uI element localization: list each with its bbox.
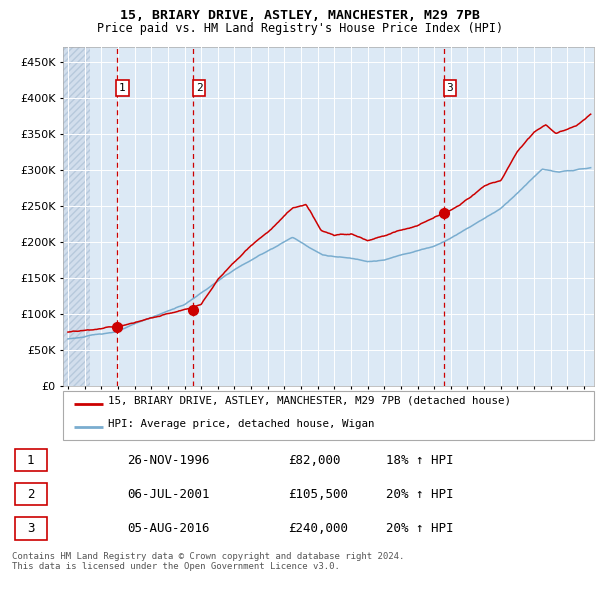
Text: £82,000: £82,000	[289, 454, 341, 467]
Text: 20% ↑ HPI: 20% ↑ HPI	[386, 522, 454, 535]
Text: 2: 2	[27, 487, 34, 501]
Text: 15, BRIARY DRIVE, ASTLEY, MANCHESTER, M29 7PB (detached house): 15, BRIARY DRIVE, ASTLEY, MANCHESTER, M2…	[108, 396, 511, 406]
FancyBboxPatch shape	[15, 483, 47, 506]
Text: HPI: Average price, detached house, Wigan: HPI: Average price, detached house, Wiga…	[108, 419, 374, 429]
FancyBboxPatch shape	[15, 517, 47, 539]
FancyBboxPatch shape	[15, 448, 47, 471]
Text: 20% ↑ HPI: 20% ↑ HPI	[386, 487, 454, 501]
Text: 18% ↑ HPI: 18% ↑ HPI	[386, 454, 454, 467]
Text: 05-AUG-2016: 05-AUG-2016	[127, 522, 210, 535]
Text: 3: 3	[446, 83, 454, 93]
Text: 2: 2	[196, 83, 202, 93]
Text: 3: 3	[27, 522, 34, 535]
Text: Price paid vs. HM Land Registry's House Price Index (HPI): Price paid vs. HM Land Registry's House …	[97, 22, 503, 35]
Text: 1: 1	[27, 454, 34, 467]
Text: Contains HM Land Registry data © Crown copyright and database right 2024.
This d: Contains HM Land Registry data © Crown c…	[12, 552, 404, 571]
FancyBboxPatch shape	[63, 391, 594, 440]
Text: 26-NOV-1996: 26-NOV-1996	[127, 454, 210, 467]
Text: £105,500: £105,500	[289, 487, 349, 501]
Text: £240,000: £240,000	[289, 522, 349, 535]
Text: 1: 1	[119, 83, 126, 93]
Text: 15, BRIARY DRIVE, ASTLEY, MANCHESTER, M29 7PB: 15, BRIARY DRIVE, ASTLEY, MANCHESTER, M2…	[120, 9, 480, 22]
Text: 06-JUL-2001: 06-JUL-2001	[127, 487, 210, 501]
